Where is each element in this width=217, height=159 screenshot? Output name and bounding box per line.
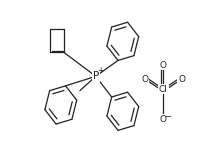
Text: O: O (141, 75, 149, 84)
Text: −: − (164, 112, 171, 121)
Text: Cl: Cl (159, 85, 168, 93)
Text: O: O (178, 75, 185, 84)
Text: +: + (97, 66, 104, 75)
Text: O: O (160, 61, 167, 70)
Text: O: O (160, 115, 167, 124)
Text: P: P (93, 71, 99, 81)
